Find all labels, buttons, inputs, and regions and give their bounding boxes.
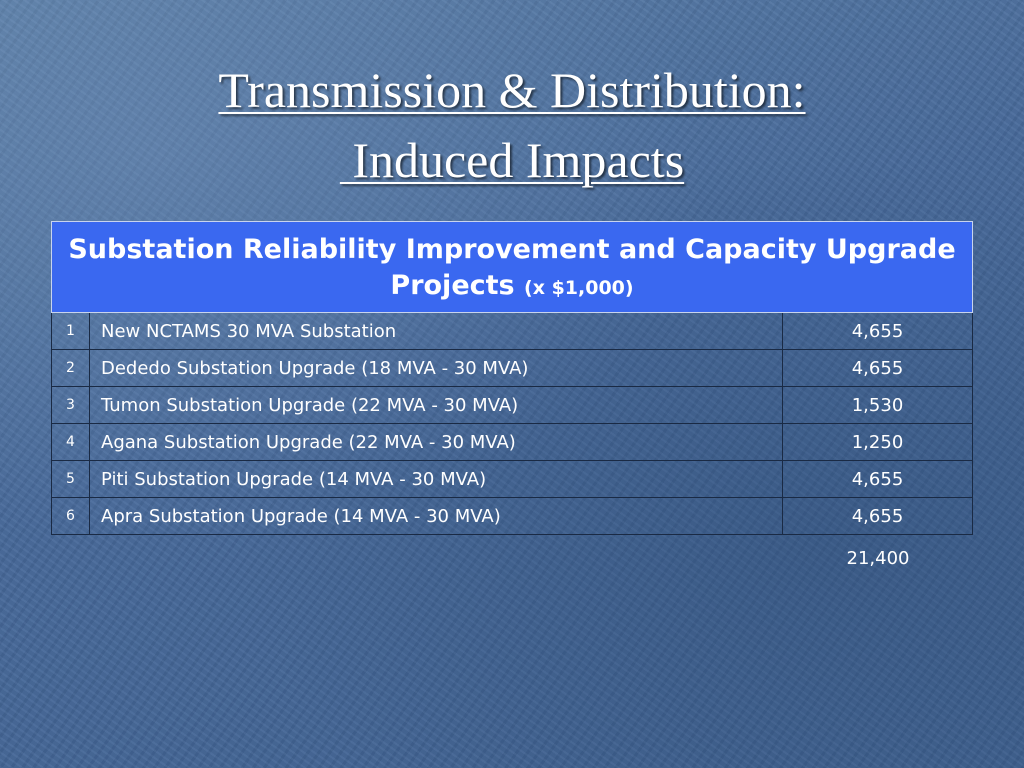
total-cost: 21,400 xyxy=(846,548,910,569)
slide-title-line-2: Induced Impacts xyxy=(339,132,685,188)
project-cost: 4,655 xyxy=(782,349,973,387)
project-cost: 1,250 xyxy=(782,423,973,461)
table-header: Substation Reliability Improvement and C… xyxy=(51,221,973,313)
table-row: 2 Dededo Substation Upgrade (18 MVA - 30… xyxy=(51,349,973,387)
project-name: Apra Substation Upgrade (14 MVA - 30 MVA… xyxy=(89,497,783,535)
project-cost: 1,530 xyxy=(782,386,973,424)
project-name: New NCTAMS 30 MVA Substation xyxy=(89,312,783,350)
table-row: 6 Apra Substation Upgrade (14 MVA - 30 M… xyxy=(51,497,973,535)
row-number: 3 xyxy=(51,386,90,424)
project-cost: 4,655 xyxy=(782,312,973,350)
row-number: 2 xyxy=(51,349,90,387)
table-row: 3 Tumon Substation Upgrade (22 MVA - 30 … xyxy=(51,386,973,424)
project-cost: 4,655 xyxy=(782,460,973,498)
table-row: 4 Agana Substation Upgrade (22 MVA - 30 … xyxy=(51,423,973,461)
project-name: Tumon Substation Upgrade (22 MVA - 30 MV… xyxy=(89,386,783,424)
project-cost: 4,655 xyxy=(782,497,973,535)
projects-table: Substation Reliability Improvement and C… xyxy=(51,221,973,535)
table-header-unit: (x $1,000) xyxy=(524,277,634,299)
table-row: 5 Piti Substation Upgrade (14 MVA - 30 M… xyxy=(51,460,973,498)
row-number: 4 xyxy=(51,423,90,461)
project-name: Piti Substation Upgrade (14 MVA - 30 MVA… xyxy=(89,460,783,498)
slide-title: Transmission & Distribution: Induced Imp… xyxy=(0,55,1024,195)
row-number: 5 xyxy=(51,460,90,498)
slide-title-line-1: Transmission & Distribution: xyxy=(218,62,806,118)
row-number: 6 xyxy=(51,497,90,535)
project-name: Agana Substation Upgrade (22 MVA - 30 MV… xyxy=(89,423,783,461)
table-header-row: Substation Reliability Improvement and C… xyxy=(51,221,973,313)
row-number: 1 xyxy=(51,312,90,350)
table-header-text: Substation Reliability Improvement and C… xyxy=(68,234,956,301)
table-row: 1 New NCTAMS 30 MVA Substation 4,655 xyxy=(51,312,973,350)
project-name: Dededo Substation Upgrade (18 MVA - 30 M… xyxy=(89,349,783,387)
